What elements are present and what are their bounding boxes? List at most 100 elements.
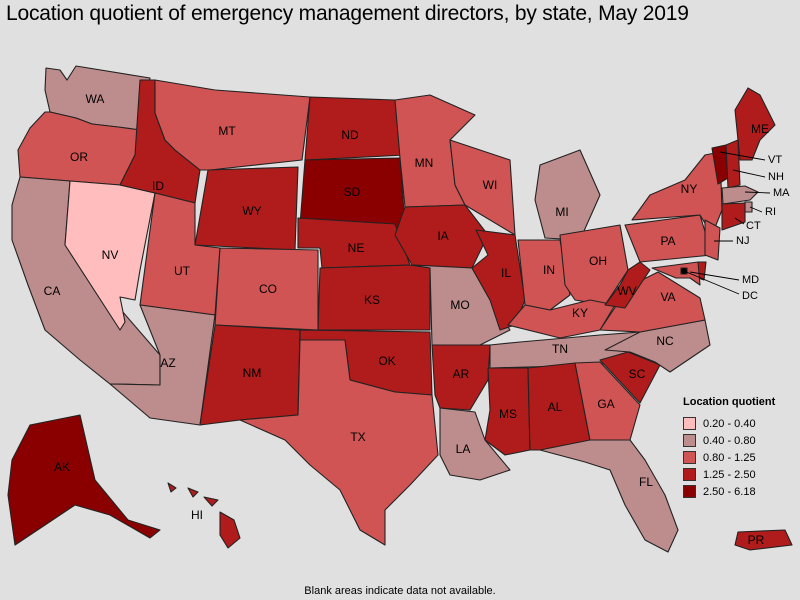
state-label-oh: OH — [589, 254, 607, 268]
state-ky — [507, 299, 616, 339]
state-la — [439, 407, 511, 481]
state-label-co: CO — [259, 282, 277, 296]
state-label-id: ID — [152, 179, 164, 193]
legend-entry: 0.80 - 1.25 — [683, 449, 795, 466]
footnote: Blank areas indicate data not available. — [304, 585, 496, 597]
state-fl — [539, 439, 679, 553]
state-il — [471, 229, 526, 331]
state-label-me: ME — [751, 122, 769, 136]
state-label-ms: MS — [499, 407, 517, 421]
leader-line-ma — [744, 191, 771, 194]
state-label-va: VA — [660, 290, 675, 304]
state-label-or: OR — [70, 150, 88, 164]
state-label-ma: MA — [773, 187, 790, 199]
leader-line-ri — [749, 206, 763, 213]
state-label-sd: SD — [344, 185, 361, 199]
state-label-az: AZ — [160, 356, 175, 370]
leader-line-md — [689, 271, 740, 281]
chart-title: Location quotient of emergency managemen… — [6, 2, 689, 25]
state-label-pa: PA — [660, 234, 675, 248]
state-label-ks: KS — [364, 293, 380, 307]
state-tx — [239, 339, 439, 546]
state-wv — [604, 261, 651, 309]
state-label-ok: OK — [378, 354, 395, 368]
legend-title: Location quotient — [683, 396, 776, 408]
state-label-nv: NV — [102, 248, 119, 262]
state-az — [109, 304, 216, 426]
state-label-ky: KY — [572, 306, 588, 320]
state-label-il: IL — [501, 266, 511, 280]
state-label-mo: MO — [450, 298, 469, 312]
label-leader-lines — [683, 151, 771, 295]
legend-label: 0.80 - 1.25 — [703, 451, 756, 464]
state-label-wy: WY — [242, 204, 261, 218]
state-label-ar: AR — [453, 367, 470, 381]
state-md — [651, 261, 701, 286]
state-label-ny: NY — [681, 182, 698, 196]
state-label-wv: WV — [617, 284, 636, 298]
state-label-nd: ND — [341, 128, 359, 142]
legend-entry: 0.40 - 0.80 — [683, 432, 795, 449]
state-label-md: MD — [742, 274, 759, 286]
state-label-in: IN — [543, 263, 555, 277]
leader-line-vt — [719, 151, 766, 161]
state-ks — [317, 264, 431, 331]
state-pr — [734, 529, 793, 551]
state-in — [517, 239, 571, 311]
legend-label: 0.20 - 0.40 — [703, 417, 756, 430]
legend-swatch — [683, 468, 696, 481]
legend-swatch — [683, 485, 696, 498]
legend-swatch — [683, 434, 696, 447]
state-label-mt: MT — [218, 124, 236, 138]
state-wi — [449, 139, 516, 236]
legend-label: 1.25 - 2.50 — [703, 468, 756, 481]
state-label-wa: WA — [86, 92, 105, 106]
state-label-la: LA — [456, 442, 471, 456]
state-label-nj: NJ — [736, 235, 749, 247]
state-nh — [725, 139, 741, 189]
leader-line-ct — [734, 217, 745, 225]
dc-marker — [681, 268, 687, 274]
legend: Location quotient 0.20 - 0.40 0.40 - 0.80… — [683, 396, 795, 500]
state-me — [734, 87, 776, 161]
legend-entry: 0.20 - 0.40 — [683, 415, 795, 432]
state-ak — [7, 414, 161, 546]
state-label-ne: NE — [348, 241, 365, 255]
state-label-nh: NH — [768, 171, 784, 183]
state-shapes — [7, 65, 793, 553]
state-label-nc: NC — [656, 334, 674, 348]
state-label-mn: MN — [415, 156, 434, 170]
state-labels: WA OR CA NV ID MT WY UT AZ CO NM ND SD NE KS OK TX MN IA MO… — [44, 92, 790, 547]
state-mt — [154, 79, 311, 171]
state-label-ca: CA — [44, 284, 61, 298]
state-ma — [721, 185, 759, 205]
state-label-ga: GA — [597, 397, 614, 411]
state-label-fl: FL — [639, 475, 653, 489]
state-label-vt: VT — [768, 154, 782, 166]
state-label-ri: RI — [765, 206, 776, 218]
state-label-pr: PR — [748, 533, 765, 547]
legend-label: 2.50 - 6.18 — [703, 485, 756, 498]
legend-swatch — [683, 417, 696, 430]
state-label-wi: WI — [483, 178, 498, 192]
state-label-dc: DC — [742, 290, 758, 302]
state-label-ut: UT — [174, 264, 191, 278]
legend-entries: 0.20 - 0.40 0.40 - 0.80 0.80 - 1.25 1.25 - … — [683, 415, 795, 500]
state-mi — [534, 149, 601, 241]
legend-label: 0.40 - 0.80 — [703, 434, 756, 447]
state-hi — [167, 482, 241, 549]
state-label-ia: IA — [437, 229, 448, 243]
state-ga — [574, 361, 641, 441]
legend-entry: 1.25 - 2.50 — [683, 466, 795, 483]
legend-swatch — [683, 451, 696, 464]
leader-line-dc — [683, 270, 740, 295]
state-label-tn: TN — [552, 342, 568, 356]
leader-line-nh — [732, 169, 766, 178]
state-label-ct: CT — [746, 220, 761, 232]
state-label-al: AL — [548, 400, 563, 414]
state-label-ak: AK — [54, 460, 70, 474]
state-label-hi: HI — [191, 508, 203, 522]
state-label-mi: MI — [555, 205, 568, 219]
legend-entry: 2.50 - 6.18 — [683, 483, 795, 500]
